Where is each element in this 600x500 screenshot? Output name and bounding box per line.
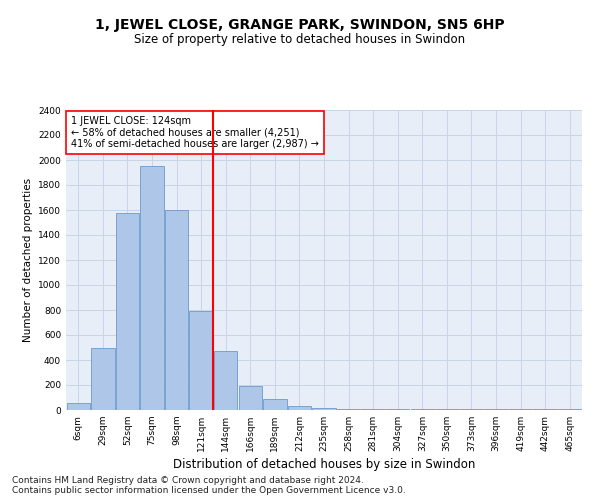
Bar — [239, 386, 262, 410]
Bar — [288, 406, 311, 410]
Bar — [91, 348, 115, 410]
Y-axis label: Number of detached properties: Number of detached properties — [23, 178, 32, 342]
Bar — [116, 212, 139, 410]
Bar — [263, 400, 287, 410]
Text: 1, JEWEL CLOSE, GRANGE PARK, SWINDON, SN5 6HP: 1, JEWEL CLOSE, GRANGE PARK, SWINDON, SN… — [95, 18, 505, 32]
Bar — [190, 311, 213, 410]
Bar — [165, 210, 188, 410]
Text: Contains HM Land Registry data © Crown copyright and database right 2024.: Contains HM Land Registry data © Crown c… — [12, 476, 364, 485]
Text: Size of property relative to detached houses in Swindon: Size of property relative to detached ho… — [134, 32, 466, 46]
Bar — [313, 408, 335, 410]
Text: 1 JEWEL CLOSE: 124sqm
← 58% of detached houses are smaller (4,251)
41% of semi-d: 1 JEWEL CLOSE: 124sqm ← 58% of detached … — [71, 116, 319, 149]
Bar — [140, 166, 164, 410]
Bar — [214, 351, 238, 410]
X-axis label: Distribution of detached houses by size in Swindon: Distribution of detached houses by size … — [173, 458, 475, 471]
Text: Contains public sector information licensed under the Open Government Licence v3: Contains public sector information licen… — [12, 486, 406, 495]
Bar — [67, 402, 90, 410]
